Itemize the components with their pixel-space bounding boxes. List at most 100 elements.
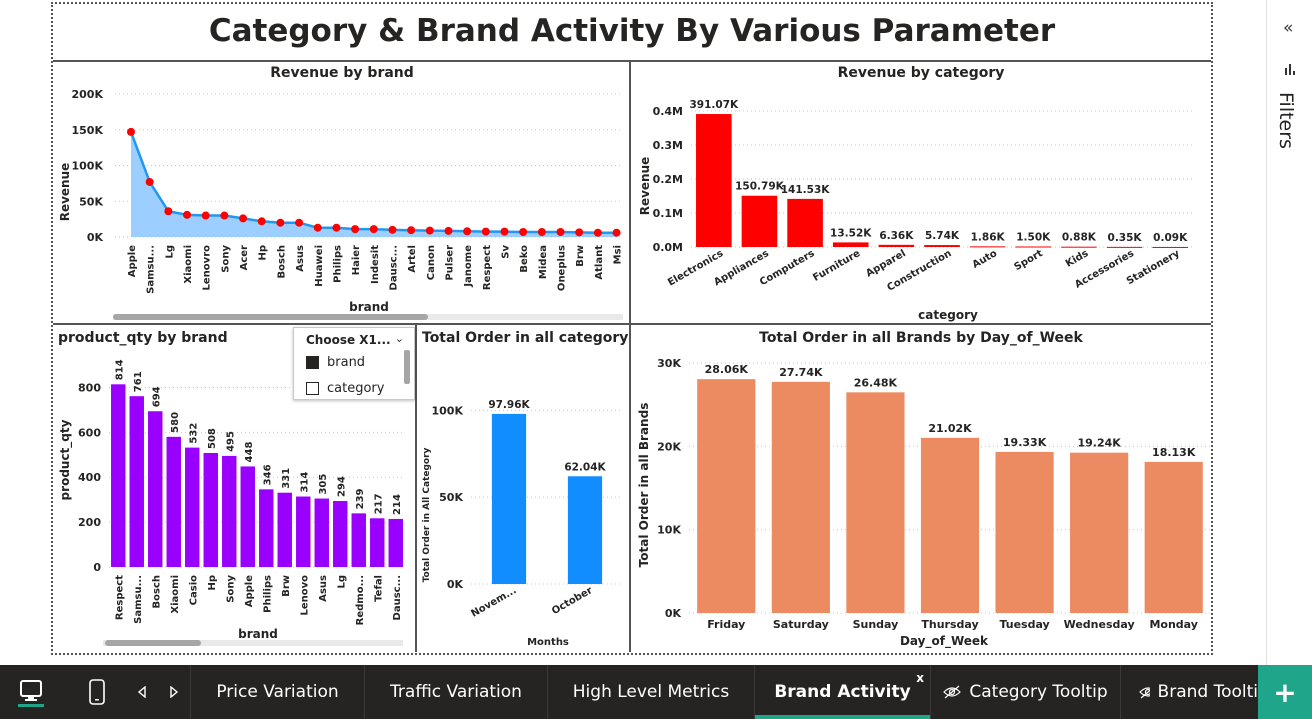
bar[interactable] <box>491 413 527 584</box>
bar[interactable] <box>314 498 329 567</box>
x-tick-label: Huawei <box>314 245 325 287</box>
choose-x-slicer[interactable]: Choose X1... ⌄ brand category <box>293 327 415 400</box>
data-point[interactable] <box>332 223 341 232</box>
horizontal-scrollbar-thumb[interactable] <box>113 314 428 320</box>
data-point[interactable] <box>463 227 472 236</box>
checkbox-unchecked[interactable] <box>306 382 319 395</box>
horizontal-scrollbar-track[interactable] <box>103 640 403 646</box>
data-point[interactable] <box>183 210 192 219</box>
bar[interactable] <box>846 392 905 613</box>
bar[interactable] <box>1144 461 1203 613</box>
data-point[interactable] <box>295 218 304 227</box>
slicer-scrollbar[interactable] <box>404 350 410 384</box>
tab-high-level-metrics[interactable]: High Level Metrics <box>547 665 754 719</box>
data-point[interactable] <box>201 211 210 220</box>
chevron-double-left-icon[interactable]: « <box>1283 18 1294 38</box>
bar[interactable] <box>1015 246 1052 248</box>
bar[interactable] <box>185 447 200 567</box>
bar[interactable] <box>567 476 603 584</box>
bar[interactable] <box>111 384 126 567</box>
data-label: 13.52K <box>830 227 872 239</box>
bar[interactable] <box>1061 246 1097 248</box>
bar[interactable] <box>697 379 756 613</box>
horizontal-scrollbar-thumb[interactable] <box>105 640 201 646</box>
x-tick-label: Xiaomi <box>183 245 194 284</box>
bar[interactable] <box>148 411 163 567</box>
data-point[interactable] <box>519 227 528 236</box>
x-tick-label: Bosch <box>276 245 287 279</box>
data-point[interactable] <box>220 211 229 220</box>
filters-pane[interactable]: « Filters <box>1266 0 1312 665</box>
bar[interactable] <box>203 452 218 567</box>
next-page-button[interactable] <box>163 665 185 719</box>
bar[interactable] <box>333 501 348 567</box>
bar[interactable] <box>771 381 830 613</box>
bar[interactable] <box>1070 452 1129 613</box>
bar[interactable] <box>832 242 869 247</box>
orders-by-day-of-week-visual[interactable]: Total Order in all Brands by Day_of_Week… <box>631 325 1211 652</box>
filters-label[interactable]: Filters <box>1275 92 1297 149</box>
y-tick-label: 200 <box>78 516 101 529</box>
close-tab-icon[interactable]: x <box>916 671 924 685</box>
tab-brand-tooltip[interactable]: Brand Toolti <box>1120 665 1258 719</box>
data-point[interactable] <box>575 228 584 237</box>
bar[interactable] <box>129 396 144 567</box>
checkbox-checked[interactable] <box>306 356 319 369</box>
bar[interactable] <box>259 489 274 567</box>
data-point[interactable] <box>481 227 490 236</box>
chevron-down-icon[interactable]: ⌄ <box>394 332 404 345</box>
data-label: 217 <box>373 493 384 514</box>
data-point[interactable] <box>593 228 602 237</box>
data-point[interactable] <box>388 225 397 234</box>
data-point[interactable] <box>127 127 135 136</box>
bar[interactable] <box>1106 246 1143 248</box>
data-point[interactable] <box>500 227 509 236</box>
bar[interactable] <box>240 466 255 567</box>
bar[interactable] <box>388 518 403 567</box>
bar[interactable] <box>222 455 237 567</box>
bar[interactable] <box>924 245 960 247</box>
data-point[interactable] <box>239 214 248 223</box>
data-point[interactable] <box>164 207 173 216</box>
data-point[interactable] <box>369 225 378 234</box>
slicer-option-brand[interactable]: brand <box>306 355 365 370</box>
bar[interactable] <box>995 451 1054 613</box>
bar[interactable] <box>920 437 980 613</box>
bar[interactable] <box>351 513 366 567</box>
data-point[interactable] <box>612 228 621 237</box>
bar[interactable] <box>277 492 292 567</box>
bar[interactable] <box>787 198 823 247</box>
revenue-by-category-visual[interactable]: Revenue by category Revenue category 0.0… <box>631 62 1211 325</box>
bar[interactable] <box>696 114 732 248</box>
mobile-layout-button[interactable] <box>80 665 114 719</box>
data-point[interactable] <box>425 226 434 235</box>
data-point[interactable] <box>537 227 546 236</box>
data-point[interactable] <box>556 227 565 236</box>
bar[interactable] <box>969 246 1006 248</box>
bar[interactable] <box>370 518 385 567</box>
data-point[interactable] <box>276 218 285 227</box>
data-point[interactable] <box>313 223 322 232</box>
add-page-button[interactable]: + <box>1258 665 1312 719</box>
bar[interactable] <box>296 496 311 567</box>
x-tick-label: Monday <box>1149 618 1197 631</box>
bar[interactable] <box>741 195 778 247</box>
revenue-by-brand-visual[interactable]: Revenue by brand Revenue brand 0K 50K 100K… <box>53 62 631 325</box>
x-tick-label: Novem... <box>469 585 518 620</box>
orders-by-month-visual[interactable]: Total Order in all category by Months To… <box>417 325 716 652</box>
data-point[interactable] <box>351 225 360 234</box>
previous-page-button[interactable] <box>131 665 153 719</box>
data-point[interactable] <box>257 217 266 226</box>
tab-category-tooltip[interactable]: Category Tooltip <box>930 665 1120 719</box>
tab-brand-activity[interactable]: Brand Activity x <box>754 665 930 719</box>
desktop-layout-button[interactable] <box>10 665 52 719</box>
slicer-option-category[interactable]: category <box>306 381 384 396</box>
bar[interactable] <box>878 244 915 247</box>
bar[interactable] <box>1152 246 1188 248</box>
data-point[interactable] <box>407 226 416 235</box>
tab-price-variation[interactable]: Price Variation <box>190 665 364 719</box>
data-point[interactable] <box>145 177 154 186</box>
tab-traffic-variation[interactable]: Traffic Variation <box>364 665 547 719</box>
bar[interactable] <box>166 436 181 567</box>
data-point[interactable] <box>444 226 453 235</box>
